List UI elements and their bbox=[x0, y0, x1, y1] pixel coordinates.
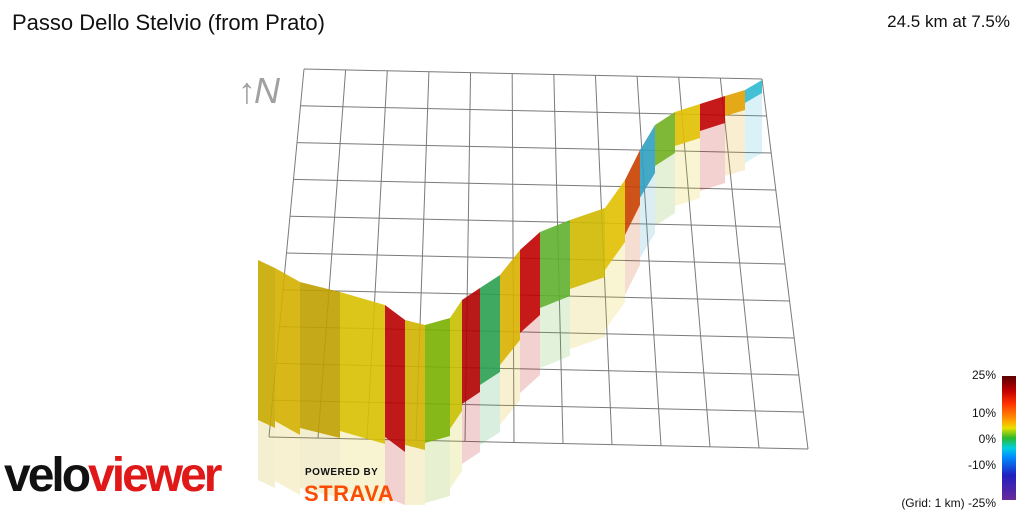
profile-segment bbox=[450, 300, 462, 429]
profile-segment bbox=[520, 232, 540, 333]
profile-segment bbox=[300, 282, 340, 438]
profile-shadow bbox=[275, 421, 300, 495]
grid-line bbox=[303, 68, 763, 80]
profile-shadow bbox=[745, 93, 762, 163]
north-arrow-icon: ↑N bbox=[238, 70, 280, 111]
profile-segment bbox=[275, 268, 300, 435]
profile-shadow bbox=[725, 110, 745, 176]
profile-shadow bbox=[385, 437, 405, 505]
profile-shadow bbox=[655, 153, 675, 226]
profile-segment bbox=[425, 318, 450, 443]
profile-segment bbox=[462, 288, 480, 404]
profile-shadow bbox=[570, 277, 605, 349]
page-title: Passo Dello Stelvio (from Prato) bbox=[12, 10, 325, 35]
profile-shadow bbox=[500, 340, 520, 425]
profile-segment bbox=[625, 150, 640, 235]
profile-shadow bbox=[675, 138, 700, 206]
profile-shadow bbox=[520, 315, 540, 393]
profile-shadow bbox=[462, 392, 480, 464]
profile-shadow bbox=[480, 372, 500, 445]
climb-stats: 24.5 km at 7.5% bbox=[887, 12, 1010, 31]
profile-shadow bbox=[450, 411, 462, 489]
scale-label-25: 25% bbox=[971, 368, 996, 382]
profile-segment bbox=[570, 208, 605, 289]
route-profile bbox=[258, 80, 762, 505]
profile-segment bbox=[340, 292, 385, 444]
profile-shadow bbox=[300, 428, 340, 498]
scale-label-minus10: -10% bbox=[967, 458, 996, 472]
gradient-scale-bar bbox=[1002, 376, 1016, 500]
profile-segment bbox=[405, 320, 425, 450]
profile-shadow bbox=[425, 436, 450, 503]
profile-segment bbox=[640, 125, 655, 198]
profile-segment bbox=[258, 260, 275, 428]
strava-logo[interactable]: STRAVA bbox=[304, 481, 395, 506]
grid-line bbox=[268, 436, 809, 450]
profile-shadow bbox=[340, 431, 385, 504]
profile-segment bbox=[500, 250, 520, 365]
grid-note: (Grid: 1 km) -25% bbox=[901, 496, 996, 510]
profile-segment bbox=[745, 80, 762, 103]
scale-label-10: 10% bbox=[971, 406, 996, 420]
profile-shadow bbox=[640, 173, 655, 258]
profile-shadow bbox=[405, 445, 425, 505]
profile-segment bbox=[675, 104, 700, 146]
profile-shadow bbox=[540, 296, 570, 368]
profile-shadow bbox=[258, 420, 275, 488]
profile-shadow bbox=[605, 242, 625, 330]
grid-line bbox=[296, 142, 772, 154]
profile-segment bbox=[655, 112, 675, 166]
profile-shadow bbox=[700, 123, 725, 191]
profile-segment bbox=[725, 90, 745, 116]
grid-line bbox=[293, 178, 776, 191]
profile-segment bbox=[540, 220, 570, 308]
profile-segment bbox=[480, 275, 500, 385]
veloviewer-logo[interactable]: veloviewer bbox=[4, 449, 222, 502]
scale-label-0: 0% bbox=[978, 432, 996, 446]
grid-line bbox=[289, 215, 781, 228]
profile-shadow bbox=[625, 205, 640, 295]
profile-segment bbox=[385, 305, 405, 452]
powered-by-label: POWERED BY bbox=[305, 467, 379, 478]
profile-segment bbox=[700, 96, 725, 131]
profile-segment bbox=[605, 180, 625, 270]
